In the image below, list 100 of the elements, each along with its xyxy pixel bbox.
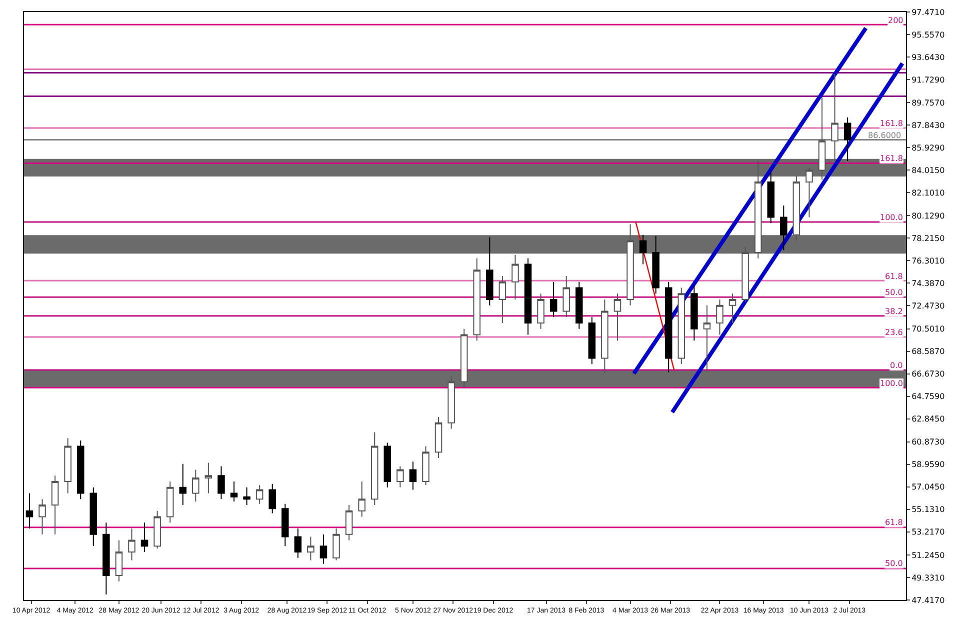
- y-tick-label: 76.3010: [912, 256, 945, 266]
- candlestick: [230, 481, 238, 502]
- annotation: 38.2: [885, 307, 903, 316]
- candlestick: [320, 534, 328, 564]
- candlestick: [562, 275, 570, 318]
- candlestick: [754, 160, 762, 259]
- candlestick: [256, 484, 264, 504]
- annotation: 50.0: [885, 559, 903, 568]
- annotation: 100.0: [880, 379, 903, 388]
- annotation: 61.8: [885, 272, 903, 281]
- y-tick-label: 91.7290: [912, 75, 945, 84]
- candlestick: [664, 281, 672, 373]
- y-tick-label: 78.2150: [912, 234, 945, 244]
- candlestick: [332, 528, 340, 561]
- candlestick: [370, 432, 378, 506]
- candlestick: [678, 287, 686, 365]
- annotation: 100.0: [880, 213, 903, 222]
- candlestick: [716, 298, 724, 336]
- candlestick: [179, 463, 186, 506]
- candlestick: [358, 481, 366, 518]
- y-tick-label: 93.6430: [912, 52, 945, 62]
- candlestick: [434, 416, 442, 459]
- candlestick: [742, 246, 749, 302]
- candlestick: [294, 528, 302, 558]
- candlestick: [806, 167, 813, 218]
- candlestick: [128, 528, 136, 561]
- candlestick: [204, 462, 212, 494]
- candlestick: [550, 281, 558, 318]
- candlestick: [614, 293, 622, 342]
- candlestick: [26, 492, 34, 530]
- y-tick-label: 57.0450: [912, 482, 945, 492]
- candlestick: [345, 504, 353, 541]
- candlestick: [588, 316, 596, 365]
- annotation: 200: [888, 16, 904, 25]
- candlestick: [192, 469, 200, 502]
- candlestick: [51, 475, 59, 535]
- y-tick-label: 58.9590: [912, 460, 945, 470]
- candlestick: [652, 236, 660, 294]
- y-tick-label: 53.2170: [912, 528, 945, 537]
- candlestick: [703, 304, 711, 373]
- annotation: 61.8: [885, 518, 903, 527]
- candlestick: [409, 461, 417, 490]
- annotation: 50.0: [885, 288, 903, 297]
- candlestick: [460, 328, 468, 388]
- annotation: 0.0: [890, 361, 903, 370]
- candlestick: [818, 96, 826, 180]
- candlestick: [601, 298, 608, 374]
- y-tick-label: 87.8430: [912, 120, 945, 130]
- candlestick: [576, 281, 583, 330]
- candlestick: [844, 116, 852, 162]
- candlestick: [396, 466, 404, 488]
- candlestick: [76, 440, 84, 500]
- candlestick: [690, 284, 698, 342]
- candlestick: [384, 442, 392, 488]
- annotation: 161.8: [880, 154, 903, 163]
- candlestick: [473, 258, 480, 342]
- candlestick: [166, 481, 174, 524]
- candlestick: [115, 540, 123, 582]
- candlestick: [498, 275, 506, 324]
- candlestick: [140, 522, 148, 553]
- candlestick: [626, 224, 634, 306]
- y-tick-label: 95.5570: [912, 30, 945, 40]
- y-tick-label: 85.9290: [912, 143, 945, 152]
- candlestick: [154, 510, 161, 550]
- candlestick: [282, 503, 289, 547]
- candlestick: [218, 466, 225, 500]
- candlestick: [512, 254, 519, 300]
- y-tick-label: 72.4730: [912, 301, 945, 310]
- y-tick-label: 60.8730: [912, 438, 945, 447]
- y-tick-label: 66.6730: [912, 370, 945, 379]
- candlestick: [243, 486, 250, 506]
- y-tick-label: 47.4170: [912, 596, 945, 605]
- y-tick-label: 55.1310: [912, 505, 945, 514]
- y-tick-label: 68.5870: [912, 347, 945, 356]
- y-tick-label: 84.0150: [912, 166, 945, 175]
- ref-line-label: 86.6000: [868, 131, 902, 140]
- y-tick-label: 89.7570: [912, 98, 945, 108]
- y-tick-label: 51.2450: [912, 550, 945, 560]
- y-tick-label: 70.5010: [912, 324, 945, 334]
- y-tick-label: 80.1290: [912, 212, 945, 221]
- candlestick: [780, 204, 788, 251]
- candlestick: [102, 522, 110, 595]
- y-tick-label: 74.3870: [912, 278, 945, 288]
- candlestick: [524, 258, 532, 336]
- candlestick: [448, 375, 455, 430]
- candlestick: [90, 486, 98, 547]
- y-tick-label: 49.3310: [912, 573, 945, 582]
- candlestick: [831, 73, 838, 162]
- y-tick-label: 64.7590: [912, 392, 945, 402]
- annotation: 161.8: [880, 119, 903, 128]
- y-tick-label: 62.8450: [912, 414, 945, 424]
- candlestick: [767, 172, 774, 224]
- y-tick-label: 97.4710: [912, 8, 945, 17]
- candlestick: [486, 236, 494, 306]
- candlestick: [728, 293, 736, 324]
- candlestick: [639, 234, 647, 265]
- candlestick: [38, 498, 46, 535]
- candlestick: [537, 293, 544, 330]
- candlestick: [64, 438, 72, 494]
- candlestick: [268, 483, 276, 514]
